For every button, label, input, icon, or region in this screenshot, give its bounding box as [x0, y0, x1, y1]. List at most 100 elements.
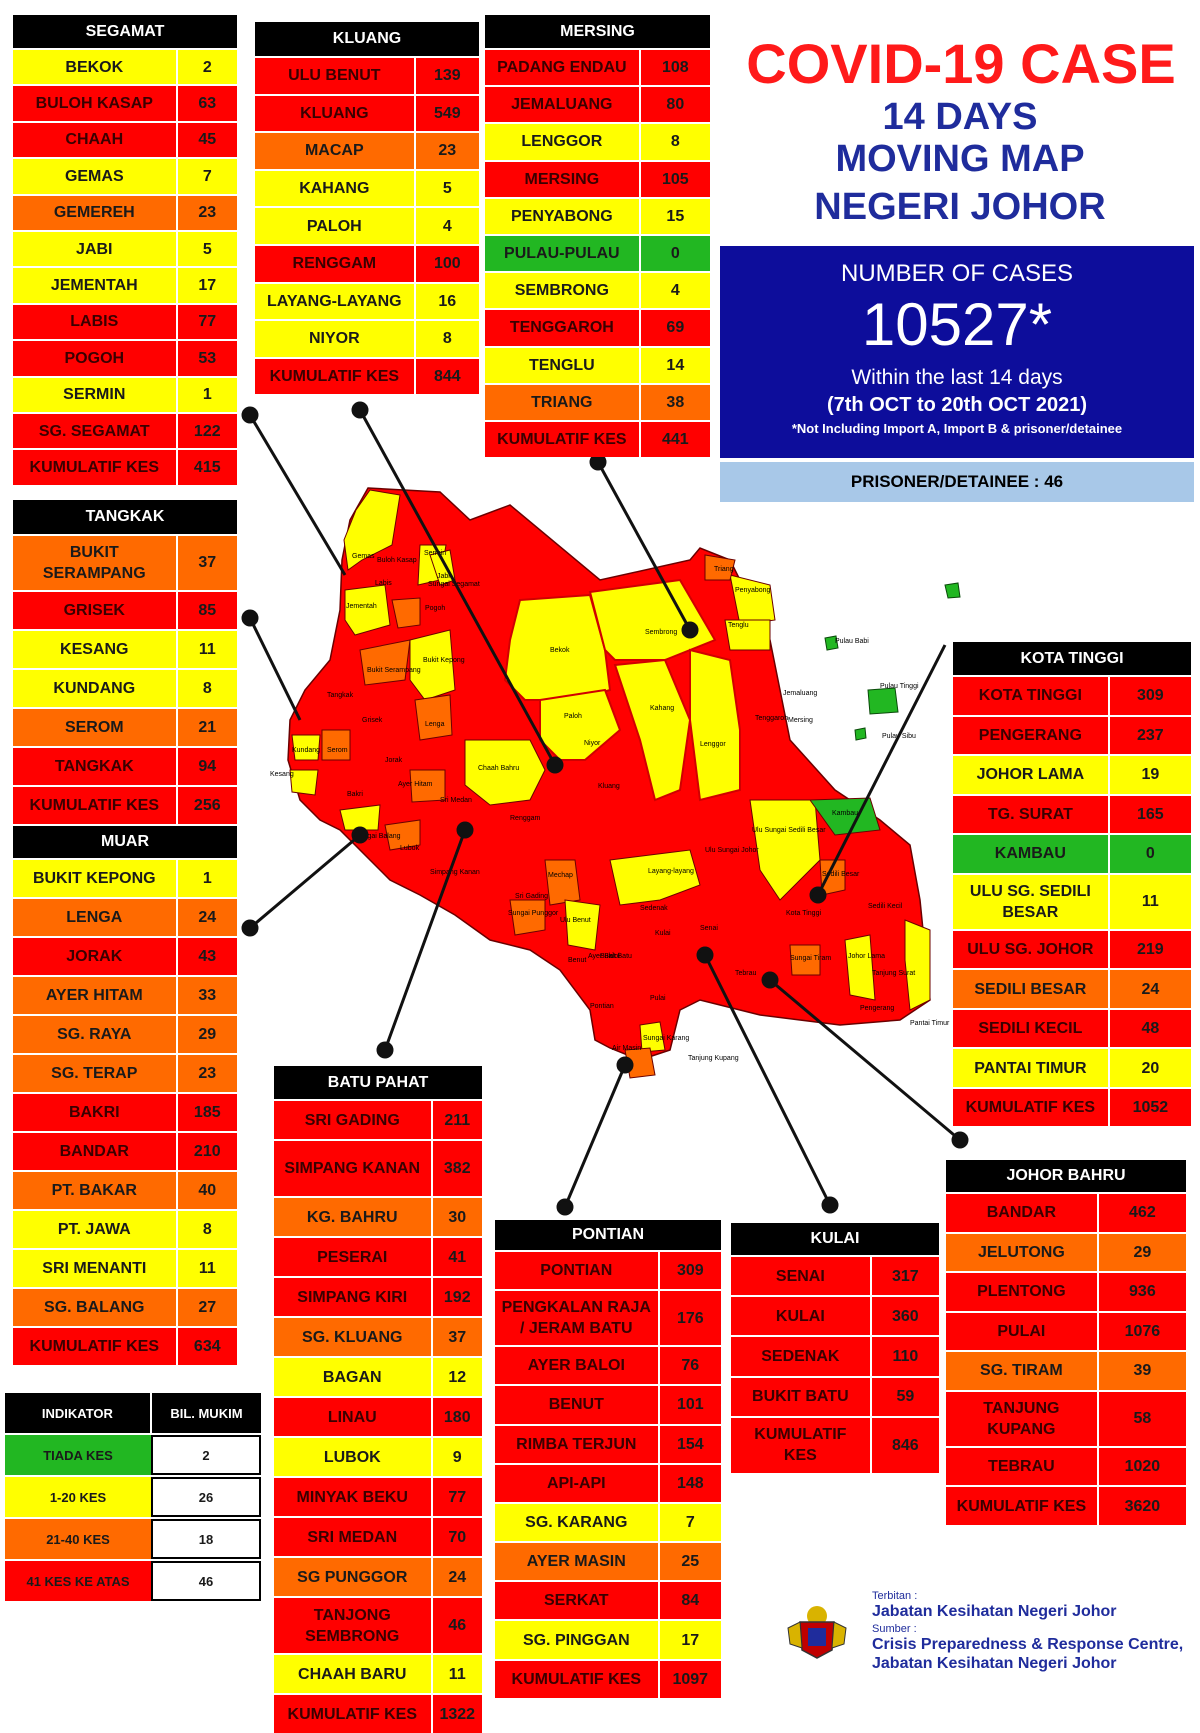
- mukim-cases: 100: [413, 245, 479, 282]
- map-region-bukit-serampang: [359, 639, 411, 686]
- mukim-name: BEKOK: [65, 58, 124, 76]
- table-row: KAHANG 5: [255, 168, 479, 207]
- mukim-cases: 256: [175, 786, 237, 824]
- main-title: COVID-19 CASE: [746, 32, 1176, 95]
- terbitan-value: Jabatan Kesihatan Negeri Johor: [872, 1603, 1117, 1620]
- map-region-johor-lama: [844, 934, 876, 1001]
- map-region-sg-karang: [639, 1021, 666, 1053]
- map-label: Niyor: [584, 740, 601, 747]
- mukim-name: TEBRAU: [988, 1458, 1055, 1476]
- map-region-jementah: [344, 584, 391, 636]
- district-header: JOHOR BAHRU: [946, 1160, 1186, 1192]
- mukim-name: MINYAK BEKU: [296, 1488, 408, 1506]
- mukim-name: JOHOR LAMA: [976, 766, 1085, 784]
- map-region-lenggor: [689, 648, 741, 802]
- map-label: Mersing: [788, 717, 813, 724]
- mukim-name: GEMAS: [64, 167, 124, 185]
- mukim-name: KUMULATIF KES: [956, 1497, 1087, 1515]
- table-row: BAGAN 12: [274, 1356, 482, 1397]
- mukim-cases: 9: [430, 1438, 482, 1477]
- mukim-name: KAMBAU: [994, 845, 1066, 863]
- mukim-name: AYER HITAM: [45, 987, 143, 1004]
- table-row: RIMBA TERJUN 154: [495, 1423, 721, 1463]
- legend-row: 1-20 KES 26: [5, 1475, 261, 1517]
- subtitle-moving-map: MOVING MAP: [835, 138, 1085, 180]
- table-row: PADANG ENDAU 108: [485, 48, 710, 86]
- mukim-cases: 69: [638, 310, 710, 346]
- map-label: Sedili Besar: [822, 871, 860, 878]
- table-row: SRI MENANTI 11: [13, 1248, 237, 1287]
- table-row: TENGLU 14: [485, 345, 710, 383]
- mukim-cases: 58: [1096, 1391, 1186, 1446]
- map-label: Sembrong: [645, 629, 677, 636]
- map-region-chaah-bahru: [464, 739, 546, 806]
- map-label: Tanjung Surat: [872, 970, 915, 977]
- mukim-cases: 94: [175, 747, 237, 785]
- map-label: Pulai: [650, 995, 666, 1002]
- map-label: Renggam: [510, 815, 541, 822]
- legend-indicator: 21-40 KES: [5, 1519, 151, 1559]
- mukim-cases: 17: [175, 268, 237, 303]
- table-row: KUMULATIF KES 1052: [953, 1086, 1191, 1127]
- mukim-name: CHAAH: [65, 131, 124, 149]
- map-region-pt-jawa: [339, 804, 381, 831]
- map-label: Pulau Babi: [835, 638, 869, 645]
- map-island-3: [867, 687, 899, 715]
- mukim-name: SG. KLUANG: [302, 1328, 403, 1346]
- mukim-cases: 85: [175, 591, 237, 629]
- mukim-cases: 38: [638, 384, 710, 420]
- table-row: KESANG 11: [13, 628, 237, 668]
- mukim-cases: 37: [430, 1318, 482, 1357]
- table-row: SG. TERAP 23: [13, 1053, 237, 1092]
- mukim-name: KESANG: [60, 640, 129, 658]
- mukim-cases: 4: [413, 208, 479, 244]
- district-table-kulai: KULAI SENAI 317 KULAI 360 SEDENAK 110 BUKIT BAT…: [731, 1223, 939, 1474]
- mukim-cases: 8: [175, 1211, 237, 1248]
- table-row: BEKOK 2: [13, 48, 237, 85]
- mukim-name: AYER MASIN: [526, 1553, 626, 1571]
- mukim-cases: 1322: [430, 1695, 482, 1733]
- table-row: CHAAH 45: [13, 120, 237, 158]
- map-label: Kundang: [292, 747, 320, 754]
- table-row: PENGERANG 237: [953, 714, 1191, 754]
- map-label: Grisek: [362, 717, 383, 724]
- legend-row: TIADA KES 2: [5, 1433, 261, 1475]
- mukim-name: BAGAN: [322, 1368, 382, 1386]
- mukim-name: TANJUNG KUPANG: [983, 1399, 1060, 1438]
- table-row: LENGA 24: [13, 897, 237, 936]
- table-row: PT. JAWA 8: [13, 1209, 237, 1248]
- mukim-cases: 2: [175, 50, 237, 85]
- mukim-name: LABIS: [70, 313, 119, 331]
- mukim-name: SIMPANG KIRI: [297, 1288, 408, 1306]
- table-row: SERMIN 1: [13, 375, 237, 412]
- map-label: Sungai Punggor: [508, 910, 559, 917]
- map-label: Senai: [700, 925, 718, 932]
- mukim-name: TANJONG SEMBRONG: [305, 1606, 400, 1645]
- mukim-cases: 154: [657, 1425, 721, 1463]
- table-row: KUMULATIF KES 844: [255, 356, 479, 395]
- map-region-kahang: [613, 658, 692, 802]
- legend-row: 21-40 KES 18: [5, 1517, 261, 1559]
- map-region-pantai-timur: [904, 919, 931, 1011]
- table-row: LENGGOR 8: [485, 122, 710, 160]
- mukim-name: SG. TIRAM: [980, 1362, 1063, 1380]
- legend-count: 46: [151, 1561, 261, 1601]
- table-row: KG. BAHRU 30: [274, 1196, 482, 1237]
- mukim-cases: 4: [638, 273, 710, 309]
- mukim-cases: 12: [430, 1358, 482, 1397]
- map-label: Chaah Bahru: [478, 765, 519, 772]
- mukim-cases: 101: [657, 1386, 721, 1424]
- mukim-cases: 309: [657, 1252, 721, 1290]
- mukim-name: PENYABONG: [511, 207, 613, 225]
- mukim-name: RIMBA TERJUN: [516, 1435, 637, 1453]
- mukim-cases: 110: [869, 1337, 939, 1376]
- table-row: BANDAR 210: [13, 1131, 237, 1170]
- mukim-name: JABI: [76, 240, 113, 258]
- map-region-layang-layang: [609, 849, 701, 906]
- map-label: Penyabong: [735, 587, 771, 594]
- map-label: Jorak: [385, 757, 403, 764]
- district-header: KULAI: [731, 1223, 939, 1255]
- mukim-cases: 80: [638, 87, 710, 123]
- mukim-name: LINAU: [327, 1408, 377, 1426]
- mukim-name: PLENTONG: [977, 1283, 1066, 1301]
